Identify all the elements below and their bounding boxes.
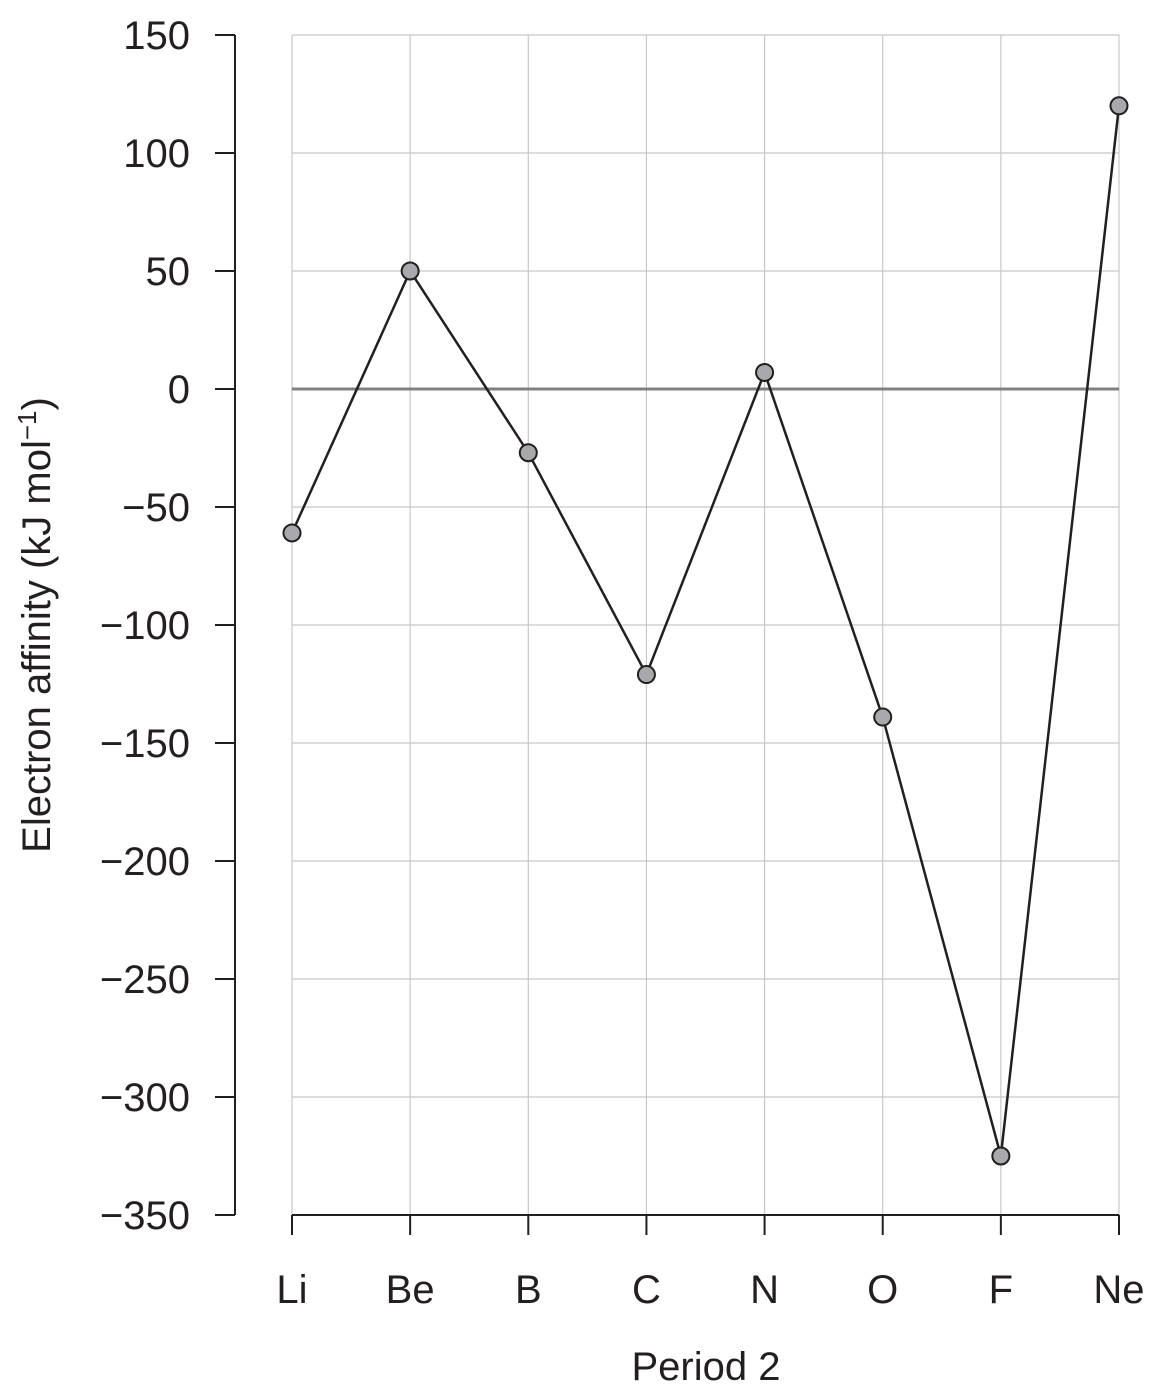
series-line: [290, 105, 1121, 1157]
x-tick-label: F: [989, 1268, 1013, 1312]
data-point-c: [636, 665, 656, 685]
axes: [215, 34, 1120, 1235]
data-point-n: [755, 362, 775, 382]
y-tick-label: 50: [146, 250, 191, 294]
y-tick-label: 150: [123, 14, 190, 58]
y-tick-label: −350: [100, 1194, 190, 1238]
y-tick-labels: 150 100 50 0 −50 −100 −150 −200 −250 −300 −350: [100, 14, 190, 1238]
y-tick-label: −50: [122, 486, 190, 530]
y-tick-label: 100: [123, 132, 190, 176]
data-point-ne: [1109, 96, 1129, 116]
y-tick-label: −300: [100, 1076, 190, 1120]
x-tick-labels: Li Be B C N O F Ne: [276, 1268, 1144, 1312]
y-tick-label: −150: [100, 722, 190, 766]
x-tick-label: C: [632, 1268, 661, 1312]
y-tick-label: 0: [168, 368, 190, 412]
x-tick-label: N: [750, 1268, 779, 1312]
y-axis-title-superscript: −1: [12, 410, 42, 440]
y-axis-title-close: ): [15, 397, 59, 410]
data-point-o: [873, 707, 893, 727]
data-point-be: [400, 261, 420, 281]
data-point-li: [282, 523, 302, 543]
x-tick-label: B: [515, 1268, 542, 1312]
data-point-b: [518, 443, 538, 463]
y-axis-title: Electron affinity (kJ mol−1): [12, 397, 59, 853]
y-tick-label: −250: [100, 958, 190, 1002]
y-tick-label: −200: [100, 840, 190, 884]
y-axis-title-main: Electron affinity (kJ mol: [15, 440, 59, 853]
x-tick-label: O: [867, 1268, 898, 1312]
x-tick-label: Li: [276, 1268, 307, 1312]
series: [282, 96, 1129, 1166]
y-tick-label: −100: [100, 604, 190, 648]
x-tick-label: Ne: [1093, 1268, 1144, 1312]
x-tick-label: Be: [386, 1268, 435, 1312]
x-axis-title: Period 2: [632, 1345, 781, 1389]
data-point-f: [991, 1146, 1011, 1166]
grid: [291, 34, 1120, 1215]
